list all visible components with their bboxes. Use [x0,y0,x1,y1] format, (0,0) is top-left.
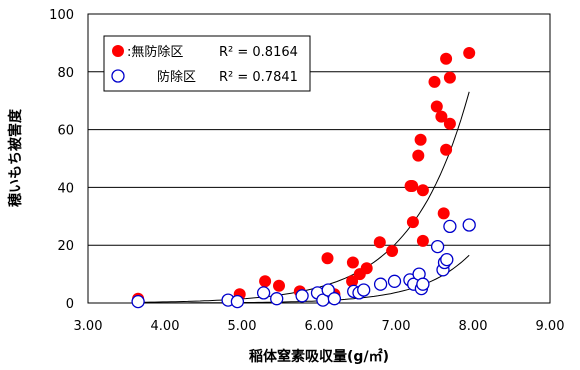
y-tick-label: 20 [57,239,74,254]
data-point-series-0 [416,234,429,247]
legend-marker-protected [111,69,125,83]
data-point-series-0 [346,256,359,269]
x-tick-label: 4.00 [151,319,180,334]
legend-marker-unprotected [112,45,124,57]
y-tick-label: 60 [57,124,74,139]
data-point-series-1 [230,294,245,309]
y-tick-label: 0 [66,297,74,312]
data-point-series-1 [443,219,457,234]
x-axis-tick-labels: 3.00 4.00 5.00 6.00 7.00 8.00 9.00 [74,319,565,334]
legend-r2-unprotected: R² = 0.8164 [219,45,298,60]
data-point-series-1 [270,292,284,306]
data-point-series-1 [256,286,271,300]
data-point-series-1 [327,292,342,306]
data-points [131,47,476,309]
data-point-series-0 [373,236,386,249]
data-point-series-1 [430,239,445,254]
data-point-series-0 [430,100,443,113]
data-point-series-1 [462,218,476,232]
data-point-series-0 [440,52,453,65]
legend-label-protected: 防除区 [157,69,196,85]
x-tick-label: 6.00 [305,319,334,334]
data-point-series-1 [131,294,145,309]
data-point-series-0 [346,275,359,288]
data-point-series-0 [259,275,272,288]
data-point-series-1 [440,252,454,267]
data-point-series-1 [295,289,309,303]
x-axis-title: 稲体窒素吸収量(g/㎡) [249,348,389,365]
data-point-series-1 [387,274,402,288]
data-point-series-0 [386,245,399,257]
data-point-series-0 [428,75,441,88]
data-point-series-1 [373,277,388,291]
x-tick-label: 5.00 [228,319,257,334]
x-tick-label: 3.00 [74,319,103,334]
data-point-series-0 [437,207,450,220]
data-point-series-0 [406,216,419,229]
data-point-series-0 [443,117,456,130]
legend-label-unprotected: :無防除区 [127,44,183,60]
data-point-series-0 [321,252,334,265]
y-axis-title: 穂いもち被害度 [7,108,24,207]
legend: :無防除区 R² = 0.8164 防除区 R² = 0.7841 [103,35,311,92]
y-axis-tick-labels: 0 20 40 60 80 100 [49,8,74,312]
data-point-series-0 [360,262,373,275]
legend-r2-protected: R² = 0.7841 [219,70,298,85]
y-tick-label: 80 [57,66,74,81]
data-point-series-0 [443,71,456,84]
y-tick-label: 40 [57,181,74,196]
data-point-series-1 [357,283,371,297]
x-tick-label: 9.00 [536,319,565,334]
data-point-series-0 [416,184,429,197]
data-point-series-0 [440,143,453,156]
x-tick-label: 7.00 [382,319,411,334]
data-point-series-0 [412,149,425,162]
x-tick-label: 8.00 [459,319,488,334]
data-point-series-0 [435,110,448,123]
data-point-series-0 [273,279,285,292]
data-point-series-1 [416,277,430,291]
data-point-series-0 [406,180,419,192]
legend-box [103,35,311,92]
data-point-series-0 [414,133,427,146]
data-point-series-0 [463,47,476,59]
y-tick-label: 100 [49,8,74,23]
